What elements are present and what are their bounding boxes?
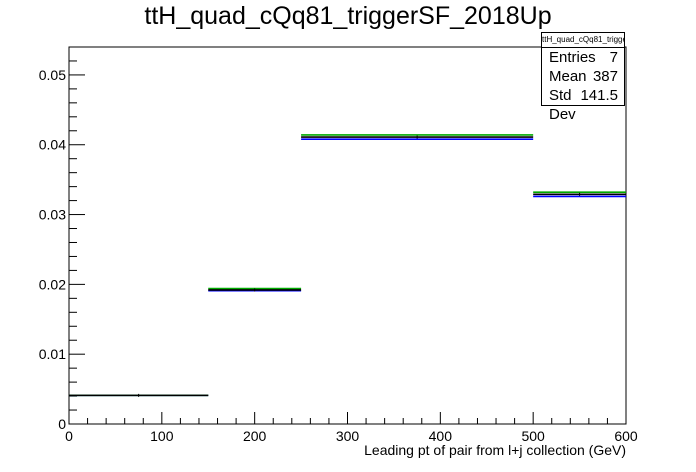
stats-box-title: ttH_quad_cQq81_triggerSF_2018Up <box>542 33 624 48</box>
stats-stddev-row: Std Dev 141.5 <box>542 86 624 123</box>
stats-entries-value: 7 <box>609 49 618 66</box>
y-tick-label: 0.01 <box>39 346 66 362</box>
x-tick-label: 100 <box>150 428 174 444</box>
histogram-bins <box>69 134 626 397</box>
y-tick-label: 0.03 <box>39 207 66 223</box>
stats-mean-value: 387 <box>592 68 618 85</box>
x-tick-label: 400 <box>429 428 453 444</box>
x-tick-label: 500 <box>521 428 545 444</box>
y-tick-label: 0.05 <box>39 67 66 83</box>
stats-stddev-value: 141.5 <box>580 87 618 104</box>
x-axis-label: Leading pt of pair from l+j collection (… <box>364 442 626 458</box>
chart-title: ttH_quad_cQq81_triggerSF_2018Up <box>144 2 552 30</box>
x-tick-label: 600 <box>614 428 638 444</box>
y-tick-label: 0.04 <box>39 137 66 153</box>
y-tick-label: 0 <box>58 416 66 432</box>
stats-box: ttH_quad_cQq81_triggerSF_2018Up Entries … <box>541 32 625 123</box>
stats-mean-row: Mean 387 <box>542 67 624 86</box>
y-tick-label: 0.02 <box>39 276 66 292</box>
x-tick-label: 200 <box>243 428 267 444</box>
tick-labels: 0 100 200 300 400 500 600 0 0.01 0.02 0.03 0.04 0.05 <box>39 67 638 444</box>
x-tick-label: 0 <box>65 428 73 444</box>
stats-stddev-label: Std Dev <box>549 87 576 123</box>
x-tick-label: 300 <box>336 428 360 444</box>
stats-entries-label: Entries <box>549 49 596 66</box>
stats-mean-label: Mean <box>549 68 587 85</box>
stats-entries-row: Entries 7 <box>542 48 624 67</box>
